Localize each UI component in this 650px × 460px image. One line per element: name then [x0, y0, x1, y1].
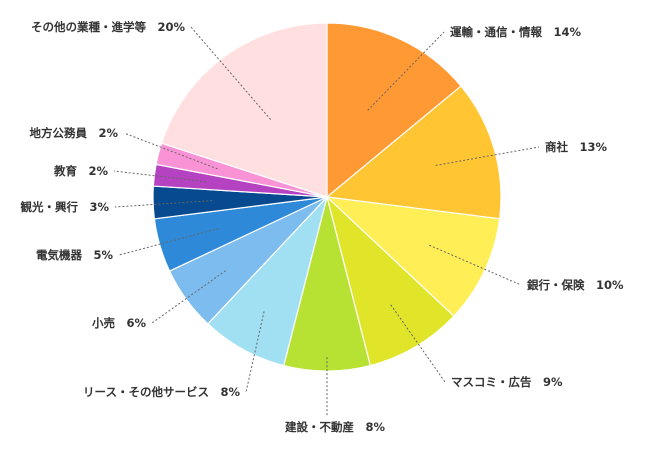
- leader-line: [123, 132, 218, 170]
- slice-2: [325, 85, 502, 220]
- leader-line: [151, 270, 226, 324]
- pie-slices: [152, 22, 502, 372]
- slice-3: [325, 196, 501, 317]
- slice-12: [160, 22, 328, 198]
- slice-label: 電気機器 5%: [36, 248, 114, 262]
- slice-label: 建設・不動産 8%: [285, 420, 386, 434]
- leader-line: [429, 244, 522, 286]
- slice-label: 地方公務員 2%: [29, 126, 118, 140]
- leader-line: [245, 311, 265, 393]
- slice-label: その他の業種・進学等 20%: [31, 20, 186, 34]
- slice-label: 銀行・保険 10%: [527, 278, 624, 292]
- slice-label: 運輸・通信・情報 14%: [450, 25, 582, 39]
- leader-line: [113, 170, 207, 183]
- slice-label: 商社 13%: [545, 140, 608, 154]
- slice-label: リース・その他サービス 8%: [83, 385, 240, 399]
- slice-label: マスコミ・広告 9%: [451, 375, 563, 389]
- slice-4: [325, 195, 455, 367]
- slice-labels: 運輸・通信・情報 14% 商社 13% 銀行・保険 10% マスコミ・広告 9% 建設・…: [20, 20, 624, 434]
- slice-label: 教育 2%: [53, 164, 109, 178]
- slice-label: 観光・興行 3%: [20, 200, 109, 214]
- leader-lines: [113, 26, 540, 417]
- leader-line: [114, 200, 213, 208]
- leader-line: [435, 146, 540, 166]
- leader-line: [118, 228, 219, 256]
- slice-label: 小売 6%: [91, 316, 147, 330]
- leader-line: [190, 26, 272, 120]
- slice-1: [326, 22, 462, 199]
